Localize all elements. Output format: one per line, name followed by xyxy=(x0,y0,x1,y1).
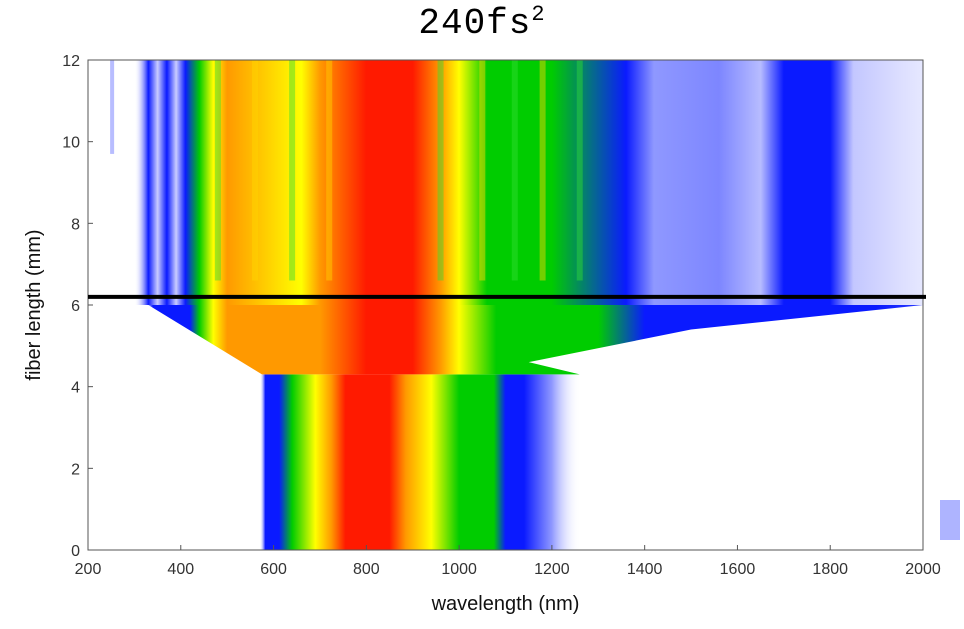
y-tick-label: 0 xyxy=(71,543,80,560)
streak-mark xyxy=(252,60,258,281)
y-tick-label: 2 xyxy=(71,461,80,478)
y-axis-label: fiber length (mm) xyxy=(23,229,45,380)
y-tick-label: 4 xyxy=(71,380,80,397)
streak-mark xyxy=(289,60,296,281)
streak-mark xyxy=(214,60,221,281)
transition-band xyxy=(148,305,923,375)
y-tick-label: 10 xyxy=(62,135,80,152)
streak-mark xyxy=(576,60,583,281)
streak-mark xyxy=(479,60,486,281)
y-tick-label: 8 xyxy=(71,216,80,233)
streak-mark xyxy=(326,60,333,281)
colorbar-fragment xyxy=(940,500,960,540)
x-tick-label: 800 xyxy=(353,561,380,578)
x-tick-label: 400 xyxy=(167,561,194,578)
spike-mark xyxy=(110,60,115,154)
x-axis: 200 400 600 800 1000 1200 1400 1600 1800 2000 xyxy=(75,545,941,578)
x-axis-label: wavelength (nm) xyxy=(431,593,580,615)
x-tick-label: 1600 xyxy=(720,561,756,578)
x-tick-label: 1400 xyxy=(627,561,663,578)
y-axis: 0 2 4 6 8 10 12 xyxy=(62,53,93,560)
streak-mark xyxy=(437,60,444,281)
x-tick-label: 1000 xyxy=(441,561,477,578)
x-tick-label: 1200 xyxy=(534,561,570,578)
x-tick-label: 2000 xyxy=(905,561,941,578)
initial-spectrum-band xyxy=(88,374,923,550)
chart-title: 240fs2 xyxy=(418,2,546,44)
y-tick-label: 6 xyxy=(71,298,80,315)
y-tick-label: 12 xyxy=(62,53,80,70)
plot-area xyxy=(88,60,923,550)
streak-mark xyxy=(511,60,518,281)
streak-mark xyxy=(539,60,546,281)
x-tick-label: 600 xyxy=(260,561,287,578)
broadened-spectrum-band xyxy=(88,60,923,305)
x-tick-label: 1800 xyxy=(812,561,848,578)
x-tick-label: 200 xyxy=(75,561,102,578)
